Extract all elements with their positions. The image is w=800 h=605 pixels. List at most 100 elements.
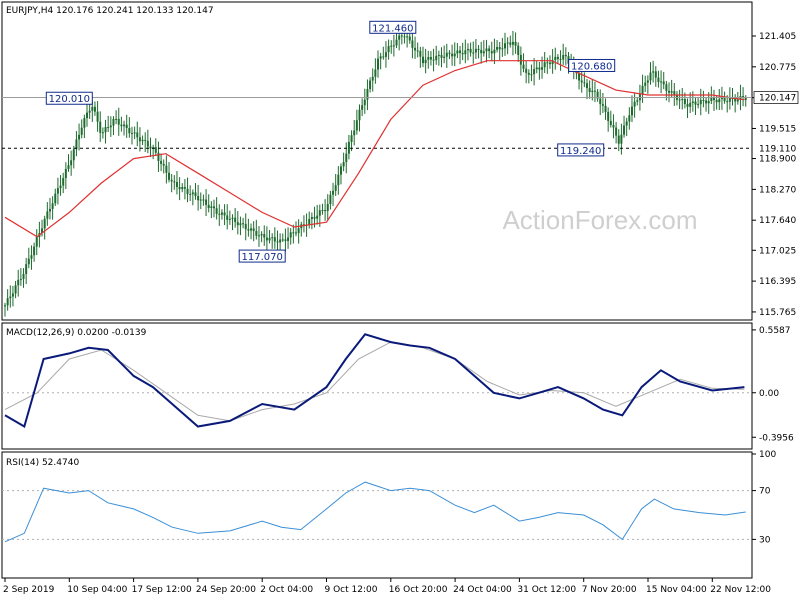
candle-body — [138, 137, 141, 142]
time-tick-label: 22 Nov 12:00 — [710, 585, 771, 595]
candle-body — [43, 218, 46, 229]
candle-body — [160, 160, 163, 164]
candle-body — [255, 230, 258, 236]
candle-body — [223, 212, 226, 216]
candle-body — [371, 76, 374, 81]
candle-body — [178, 187, 181, 190]
candle-body — [136, 132, 139, 138]
time-tick-label: 9 Oct 12:00 — [325, 585, 378, 595]
candle-body — [392, 45, 395, 47]
candle-body — [554, 56, 557, 61]
candle-body — [133, 132, 136, 134]
candle-body — [440, 54, 443, 58]
watermark: ActionForex.com — [502, 205, 697, 235]
candle-body — [342, 162, 345, 167]
candle-body — [308, 219, 311, 225]
price-tick-label: 118.270 — [759, 185, 796, 195]
candle-body — [599, 98, 602, 105]
candle-body — [464, 50, 467, 55]
candle-body — [247, 229, 250, 231]
time-tick-label: 24 Sep 20:00 — [196, 585, 256, 595]
candle-body — [705, 100, 708, 104]
candle-body — [173, 181, 176, 183]
macd-series — [2, 333, 752, 429]
candle-body — [231, 217, 234, 219]
candle-body — [64, 168, 67, 179]
candle-body — [472, 52, 475, 54]
candle-body — [506, 42, 509, 44]
candle-body — [202, 199, 205, 201]
candle-body — [477, 48, 480, 50]
candle-body — [284, 239, 287, 241]
candle-body — [96, 111, 99, 122]
candle-body — [652, 71, 655, 73]
candle-body — [70, 160, 73, 166]
candle-body — [355, 120, 358, 131]
macd-tick-label: 0.5587 — [759, 326, 791, 336]
candle-body — [9, 296, 12, 299]
time-tick-label: 31 Oct 12:00 — [517, 585, 576, 595]
candle-body — [4, 305, 6, 307]
candle-body — [207, 204, 210, 209]
candle-body — [14, 285, 17, 294]
candle-body — [149, 146, 152, 149]
candle-body — [432, 59, 435, 61]
rsi-tick-label: 70 — [759, 487, 771, 497]
candle-body — [339, 166, 342, 175]
candle-body — [742, 96, 745, 98]
candle-body — [403, 36, 406, 38]
candle-body — [83, 118, 86, 128]
candle-body — [646, 80, 649, 83]
candle-body — [654, 71, 657, 78]
candle-body — [485, 48, 488, 52]
level-label: 120.680 — [571, 61, 612, 72]
candle-body — [384, 52, 387, 57]
candle-body — [218, 213, 221, 215]
candle-body — [273, 237, 276, 242]
candle-body — [67, 165, 70, 169]
candle-body — [347, 141, 350, 154]
candle-body — [104, 127, 107, 133]
candle-body — [54, 193, 57, 204]
candle-body — [41, 228, 44, 234]
candle-body — [59, 185, 62, 189]
candle-body — [443, 56, 446, 58]
candle-body — [617, 135, 620, 144]
candle-body — [718, 99, 721, 103]
candle-body — [168, 172, 171, 180]
candle-body — [210, 206, 213, 209]
support-axis-label: 119.110 — [759, 144, 796, 154]
candle-body — [120, 124, 123, 127]
candle-body — [556, 56, 559, 60]
macd-label: MACD(12,26,9) 0.0200 -0.0139 — [6, 328, 147, 338]
price-tick-label: 118.900 — [759, 155, 796, 165]
candle-body — [191, 192, 194, 195]
candle-body — [239, 223, 242, 226]
candle-body — [411, 40, 414, 48]
candle-body — [379, 56, 382, 59]
candle-body — [530, 74, 533, 76]
candle-body — [620, 134, 623, 144]
price-tick-label: 120.775 — [759, 63, 796, 73]
candle-body — [488, 48, 491, 52]
candle-body — [265, 237, 268, 241]
candle-body — [353, 130, 356, 136]
candle-body — [165, 165, 168, 173]
candle-body — [461, 52, 464, 55]
candle-body — [321, 210, 324, 212]
price-tick-label: 119.515 — [759, 124, 796, 134]
macd-tick-label: 0.00 — [759, 389, 779, 399]
candle-body — [27, 258, 30, 265]
candle-body — [101, 132, 104, 134]
candle-body — [448, 52, 451, 54]
candle-body — [292, 232, 295, 234]
candle-body — [707, 100, 710, 104]
candle-body — [548, 62, 551, 65]
axes: 121.405120.775120.145119.515118.900118.2… — [3, 32, 799, 595]
rsi-label: RSI(14) 52.4740 — [6, 458, 79, 468]
candle-body — [429, 56, 432, 60]
candle-body — [564, 54, 567, 57]
rsi-tick-label: 100 — [759, 450, 776, 460]
candle-body — [625, 121, 628, 126]
time-tick-label: 17 Sep 12:00 — [132, 585, 192, 595]
